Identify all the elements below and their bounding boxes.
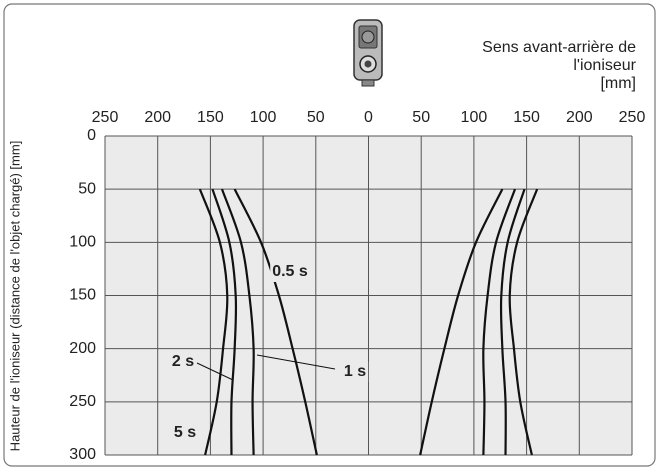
x-tick-label: 250 [619, 109, 646, 126]
y-tick-label: 100 [69, 234, 96, 251]
x-axis-title: [mm] [600, 75, 636, 92]
curve [211, 188, 526, 456]
curve [198, 188, 539, 456]
curve [220, 188, 517, 456]
y-tick-label: 0 [87, 127, 96, 144]
label-bg [341, 362, 369, 382]
y-tick-label: 250 [69, 393, 96, 410]
y-tick-label: 200 [69, 340, 96, 357]
x-tick-label: 250 [92, 109, 119, 126]
series-label: 2 s [172, 353, 194, 370]
label-bg [270, 262, 310, 282]
x-tick-label: 50 [307, 109, 325, 126]
x-tick-label: 100 [461, 109, 488, 126]
y-tick-label: 150 [69, 287, 96, 304]
y-tick-label: 50 [78, 180, 96, 197]
x-tick-label: 0 [364, 109, 373, 126]
curve [233, 188, 504, 456]
label-bg [171, 423, 199, 443]
x-tick-label: 100 [250, 109, 277, 126]
series-label: 5 s [174, 424, 196, 441]
leader-line [196, 362, 234, 381]
y-tick-label: 300 [69, 446, 96, 463]
x-tick-label: 200 [144, 109, 171, 126]
ionizer-icon [353, 19, 383, 87]
x-axis-title: Sens avant-arrière de [482, 39, 636, 56]
series-label: 1 s [344, 363, 366, 380]
label-bg [169, 352, 197, 372]
x-tick-label: 150 [513, 109, 540, 126]
x-axis-title: l'ioniseur [573, 57, 636, 74]
x-tick-label: 150 [197, 109, 224, 126]
y-axis-title: Hauteur de l'ioniseur (distance de l'obj… [7, 141, 22, 452]
x-tick-label: 200 [566, 109, 593, 126]
series-label: 0.5 s [272, 263, 308, 280]
leader-line [256, 354, 336, 370]
x-tick-label: 50 [412, 109, 430, 126]
